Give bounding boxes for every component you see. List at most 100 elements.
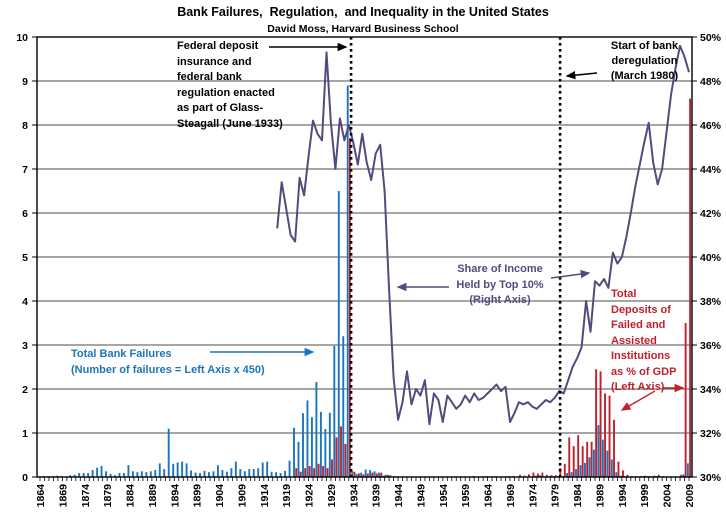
deposits-bar	[554, 475, 557, 477]
failures-bar	[588, 457, 591, 477]
x-axis-label: 1949	[415, 484, 427, 508]
deposits-bar	[536, 473, 539, 477]
deposits-bar	[590, 441, 593, 477]
deposits-bar	[617, 461, 620, 477]
failures-bar	[328, 412, 331, 477]
chart-subtitle: David Moss, Harvard Business School	[267, 23, 459, 35]
x-axis-label: 1944	[393, 484, 405, 508]
failures-bar	[140, 471, 143, 477]
failures-bar	[163, 469, 166, 477]
left-axis-label: 4	[22, 296, 28, 308]
x-axis-label: 1934	[348, 484, 360, 508]
failures-bar	[145, 472, 148, 477]
failures-bar	[208, 472, 210, 477]
deposits-bar	[608, 395, 611, 477]
failures-bar	[239, 469, 242, 477]
deposits-diagonal-arrow	[620, 390, 656, 411]
failures-bar	[216, 465, 219, 477]
failures-bar	[601, 439, 604, 477]
failures-bar	[158, 463, 161, 477]
failures-bar	[364, 469, 367, 477]
failures-bar	[351, 471, 354, 477]
deposits-bar	[595, 369, 598, 477]
left-axis-label: 10	[16, 32, 28, 44]
deposits-bar	[581, 446, 584, 477]
deposits-bar	[689, 98, 692, 477]
deposits-bar	[684, 323, 687, 477]
deposits-bar	[357, 473, 360, 477]
deposits-bar	[335, 437, 338, 477]
x-axis-label: 1894	[169, 484, 181, 508]
x-axis-label: 1874	[80, 484, 92, 508]
failures-bar	[234, 461, 237, 477]
deposits-bar	[550, 475, 553, 477]
failures-bar	[261, 462, 264, 477]
left-axis-label: 3	[22, 340, 28, 352]
deposits-bar	[568, 437, 571, 477]
deposits-bar	[599, 371, 602, 477]
failures-bar	[221, 469, 224, 477]
deposits-bar	[362, 474, 365, 477]
failures-bar	[686, 463, 689, 477]
deposits-bar	[577, 435, 580, 477]
failures-bar	[570, 472, 573, 477]
x-axis-label: 1939	[371, 484, 383, 508]
left-axis-label: 6	[22, 208, 28, 220]
failures-bar	[176, 462, 179, 477]
deposits-annotation: Total Deposits of Failed and Assisted In…	[611, 288, 677, 393]
failures-bar	[252, 469, 255, 477]
right-axis-label: 36%	[700, 340, 722, 352]
failures-bar	[257, 468, 260, 477]
failures-bar	[181, 461, 184, 477]
failures-bar	[333, 345, 336, 477]
right-axis-label: 42%	[700, 208, 722, 220]
failures-bar	[114, 475, 116, 477]
failures-bar	[369, 469, 372, 477]
deposits-bar	[331, 459, 333, 477]
income-share-line	[276, 44, 690, 426]
failures-bar	[539, 475, 542, 477]
failures-bar	[131, 471, 134, 477]
right-axis-label: 32%	[700, 428, 722, 440]
failures-bar	[288, 460, 291, 477]
deposits-bar	[519, 474, 521, 477]
x-axis-label: 1929	[326, 484, 338, 508]
failures-bar	[279, 473, 282, 477]
left-axis-label: 7	[22, 164, 28, 176]
failures-bar	[682, 474, 685, 477]
deposits-bar	[353, 471, 356, 477]
deposits-bar	[317, 463, 320, 477]
x-axis-label: 1869	[57, 484, 69, 508]
deposits-bar	[299, 471, 302, 477]
x-axis-label: 1864	[35, 484, 47, 508]
failures-bar	[597, 425, 600, 477]
failures-bar	[78, 473, 81, 477]
failures-bar	[310, 417, 313, 477]
failures-bar	[315, 381, 318, 477]
failures-bar	[355, 473, 358, 477]
failures-bar	[275, 472, 278, 477]
deposits-bar	[375, 473, 378, 477]
deposits-bar	[371, 472, 374, 477]
failures-bar	[324, 429, 327, 477]
failures-bar	[105, 471, 107, 477]
failures-bar	[230, 468, 233, 477]
failures-bar	[387, 474, 389, 477]
failures-bar	[606, 450, 609, 477]
deposits-bar	[559, 468, 562, 477]
x-axis-label: 2009	[684, 484, 696, 508]
failures-bar	[592, 449, 595, 477]
failures-bar	[203, 470, 206, 477]
failures-bar	[91, 469, 94, 477]
failures-bar	[136, 472, 139, 477]
deposits-bar	[604, 393, 607, 477]
failures-bar	[127, 465, 130, 477]
deposits-bar	[545, 474, 548, 477]
failures-bar	[579, 465, 582, 477]
failures-bar	[172, 463, 175, 477]
failures-bar	[373, 471, 376, 477]
x-axis-label: 1974	[527, 484, 539, 508]
